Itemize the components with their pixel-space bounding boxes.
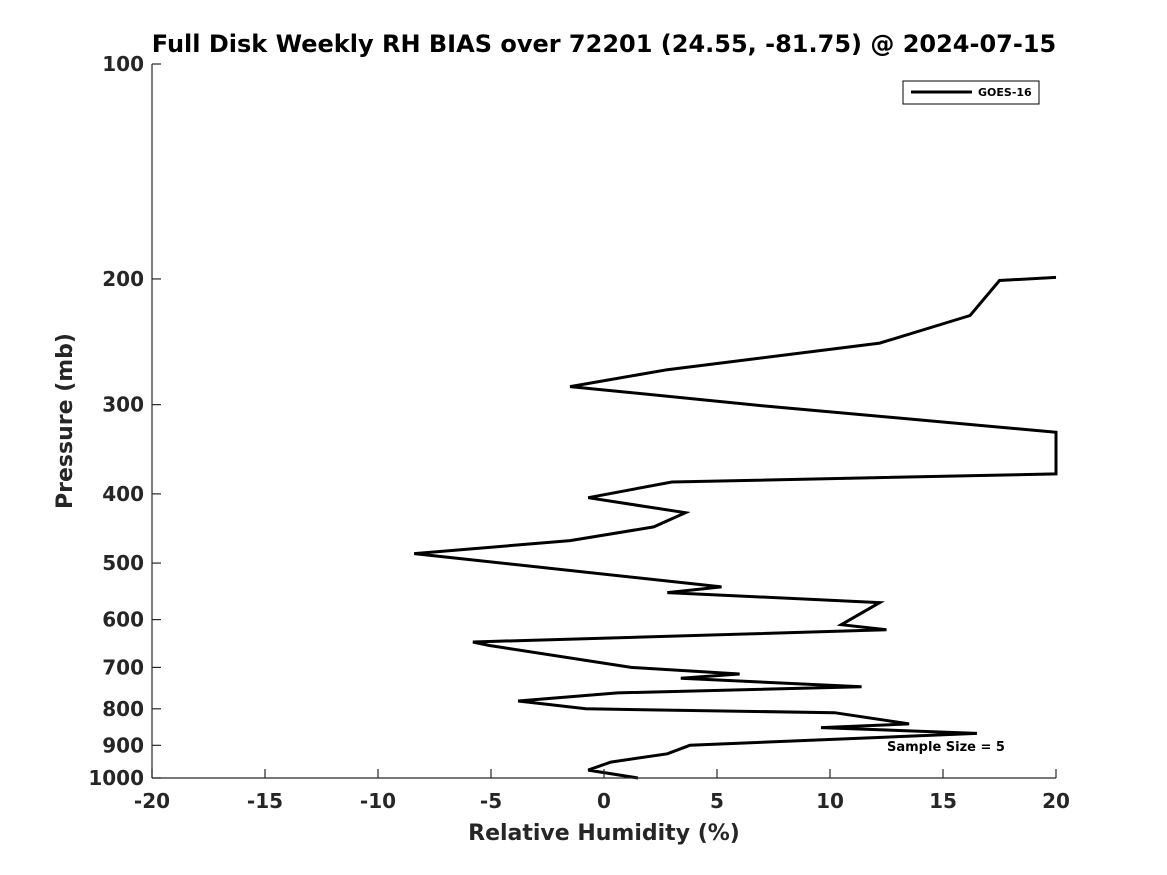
- x-tick-label: -20: [134, 789, 170, 813]
- x-tick-label: 0: [597, 789, 611, 813]
- y-tick-label: 500: [102, 551, 144, 575]
- y-tick-label: 1000: [88, 766, 144, 790]
- x-tick-label: 10: [816, 789, 844, 813]
- x-tick-label: 5: [710, 789, 724, 813]
- x-axis-label: Relative Humidity (%): [468, 821, 740, 846]
- y-tick-label: 600: [102, 608, 144, 632]
- y-tick-label: 200: [102, 267, 144, 291]
- y-tick-label: 800: [102, 697, 144, 721]
- y-tick-label: 300: [102, 393, 144, 417]
- x-tick-label: -10: [360, 789, 396, 813]
- legend: GOES-16: [902, 80, 1040, 105]
- ticks-layer: -20 -15 -10 -5 0 5 10 15 20 100 200 300 400 500 600 700…: [88, 52, 1070, 813]
- legend-label-goes-16: GOES-16: [978, 86, 1032, 99]
- y-tick-label: 700: [102, 655, 144, 679]
- chart-title: Full Disk Weekly RH BIAS over 72201 (24.…: [152, 30, 1056, 58]
- sample-size-annotation: Sample Size = 5: [887, 740, 1005, 755]
- y-tick-label: 100: [102, 52, 144, 76]
- y-axis-label: Pressure (mb): [53, 333, 78, 509]
- x-tick-label: 20: [1042, 789, 1070, 813]
- series-line-goes-16: [414, 275, 1058, 780]
- plot-area: [152, 64, 1056, 778]
- x-tick-label: 15: [929, 789, 957, 813]
- y-tick-label: 400: [102, 482, 144, 506]
- y-tick-label: 900: [102, 733, 144, 757]
- x-tick-label: -5: [480, 789, 502, 813]
- x-tick-label: -15: [247, 789, 283, 813]
- series-layer: [414, 275, 1058, 780]
